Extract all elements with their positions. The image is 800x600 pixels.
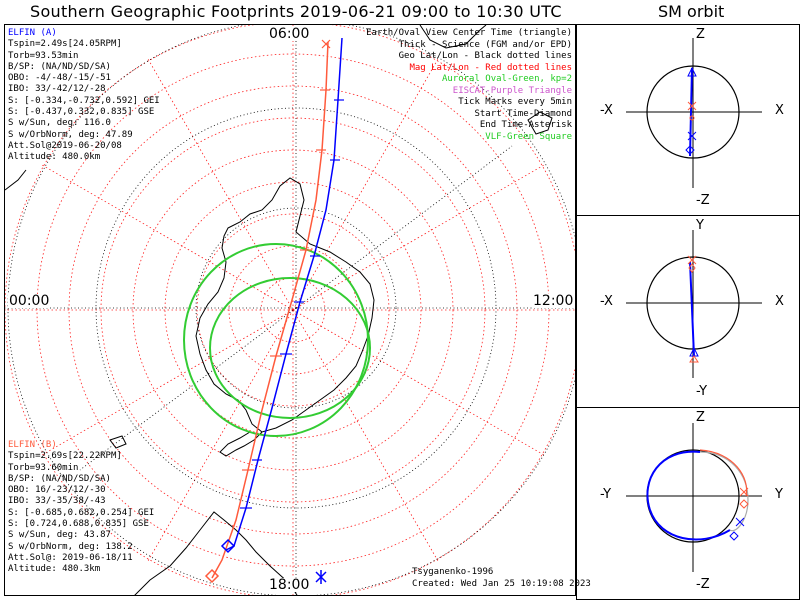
legend-item: Thick - Science (FGM and/or EPD) — [398, 39, 572, 50]
elfin-a-line: S w/OrbNorm, deg: 47.89 — [8, 129, 133, 140]
elfin-b-track — [211, 41, 329, 579]
elfin-a-end-asterisk — [315, 570, 327, 584]
polar-map-frame — [4, 24, 576, 596]
sm-orbit-title: SM orbit — [658, 2, 725, 21]
legend-item: Start Time-Diamond — [474, 108, 572, 119]
australia-coast — [419, 25, 487, 49]
geo-lon-lines — [5, 25, 575, 595]
panel-2-label-bottom: -Y — [696, 384, 708, 399]
elfin-b-line: Altitude: 480.3km — [8, 564, 101, 575]
elfin-b-line: S w/Sun, deg: 43.87 — [8, 530, 111, 541]
elfin-a-track — [225, 37, 343, 551]
legend-item: Auroral Oval-Green, kp=2 — [441, 74, 572, 84]
elfin-a-line: OBO: -4/-48/-15/-51 — [8, 73, 111, 84]
legend-item: EISCAT-Purple Triangle — [452, 85, 572, 96]
elfin-b-line: IBO: 33/-35/38/-43 — [8, 496, 106, 507]
elfin-a-info: ELFIN (A) Tspin=2.49s[24.05RPM] Torb=93.… — [8, 28, 160, 164]
legend-item: Earth/Oval View Center Time (triangle) — [366, 28, 572, 38]
map-legend: Earth/Oval View Center Time (triangle) T… — [366, 28, 572, 143]
island-coast — [109, 435, 127, 449]
clock-label-top: 06:00 — [268, 26, 311, 42]
panel-1-label-bottom: -Z — [696, 193, 710, 208]
elfin-b-line: Torb=93.60min — [8, 462, 79, 473]
elfin-a-line: Altitude: 480.0km — [8, 152, 101, 163]
elfin-a-start-diamond — [220, 538, 236, 554]
elfin-a-line: S: [-0.334,-0.732,0.592] GEI — [8, 95, 160, 106]
panel-1-label-right: X — [775, 103, 784, 118]
elfin-b-line: Att.Sol@: 2019-06-18/11 — [8, 552, 133, 563]
auroral-oval-outer — [183, 243, 369, 437]
antarctica-coast — [195, 177, 375, 433]
antarctic-peninsula — [219, 431, 263, 457]
footer-created: Created: Wed Jan 25 10:19:08 2023 — [412, 579, 591, 589]
elfin-b-line: S: [-0.685,0.682,0.254] GEI — [8, 507, 155, 518]
footer-model: Tsyganenko-1996 — [412, 567, 494, 577]
page-title: Southern Geographic Footprints 2019-06-2… — [30, 2, 562, 21]
elfin-b-start-diamond — [204, 568, 220, 584]
new-zealand-coast — [527, 111, 553, 135]
panel-1-label-left: -X — [600, 103, 613, 118]
elfin-b-line: Tspin=2.69s[22.22RPM] — [8, 451, 122, 462]
elfin-a-line: Att.Sol@2019-06-20/08 — [8, 140, 122, 151]
elfin-a-name: ELFIN (A) — [8, 28, 57, 38]
elfin-a-line: S w/Sun, deg: 116.0 — [8, 118, 111, 129]
legend-item: Mag Lat/Lon - Red dotted lines — [409, 62, 572, 73]
clock-label-bottom: 18:00 — [268, 577, 311, 593]
panel-3-label-bottom: -Z — [696, 577, 710, 592]
panel-2-label-right: X — [775, 294, 784, 309]
africa-coast — [5, 169, 27, 191]
elfin-b-info: ELFIN (B) Tspin=2.69s[22.22RPM] Torb=93.… — [8, 440, 154, 576]
elfin-a-line: IBO: 33/-42/12/-28 — [8, 84, 106, 95]
panel-3-label-right: Y — [775, 487, 783, 502]
elfin-a-line: Torb=93.53min — [8, 50, 79, 61]
legend-item: Geo Lat/Lon - Black dotted lines — [398, 51, 572, 61]
panel-3-label-top: Z — [696, 410, 705, 425]
legend-item: Tick Marks every 5min — [458, 97, 572, 107]
elfin-b-line: S: [0.724,0.688,0.835] GSE — [8, 519, 149, 530]
elfin-b-line: S w/OrbNorm, deg: 138.2 — [8, 541, 133, 552]
clock-label-right: 12:00 — [532, 293, 575, 309]
panel-2-label-left: -X — [600, 294, 613, 309]
elfin-b-ticks — [242, 89, 330, 471]
elfin-a-line: S: [-0.437,0.332,0.835] GSE — [8, 107, 155, 118]
elfin-a-line: B/SP: (NA/ND/SD/SA) — [8, 61, 111, 72]
elfin-b-line: B/SP: (NA/ND/SD/SA) — [8, 473, 111, 484]
legend-item: VLF-Green Square — [485, 131, 572, 142]
elfin-b-line: OBO: 16/-23/12/-30 — [8, 485, 106, 496]
legend-item: End Time-Asterisk — [479, 120, 572, 130]
panel-2-label-top: Y — [696, 218, 704, 233]
mag-lon-lines — [5, 25, 575, 595]
auroral-oval-inner — [209, 277, 371, 419]
elfin-b-name: ELFIN (B) — [8, 440, 57, 450]
panel-1-label-top: Z — [696, 27, 705, 42]
panel-3-label-left: -Y — [600, 487, 612, 502]
elfin-a-line: Tspin=2.49s[24.05RPM] — [8, 39, 122, 50]
elfin-b-end-asterisk — [321, 39, 331, 49]
clock-label-left: 00:00 — [8, 293, 51, 309]
south-america-coast — [134, 511, 298, 595]
elfin-a-ticks — [240, 99, 344, 509]
